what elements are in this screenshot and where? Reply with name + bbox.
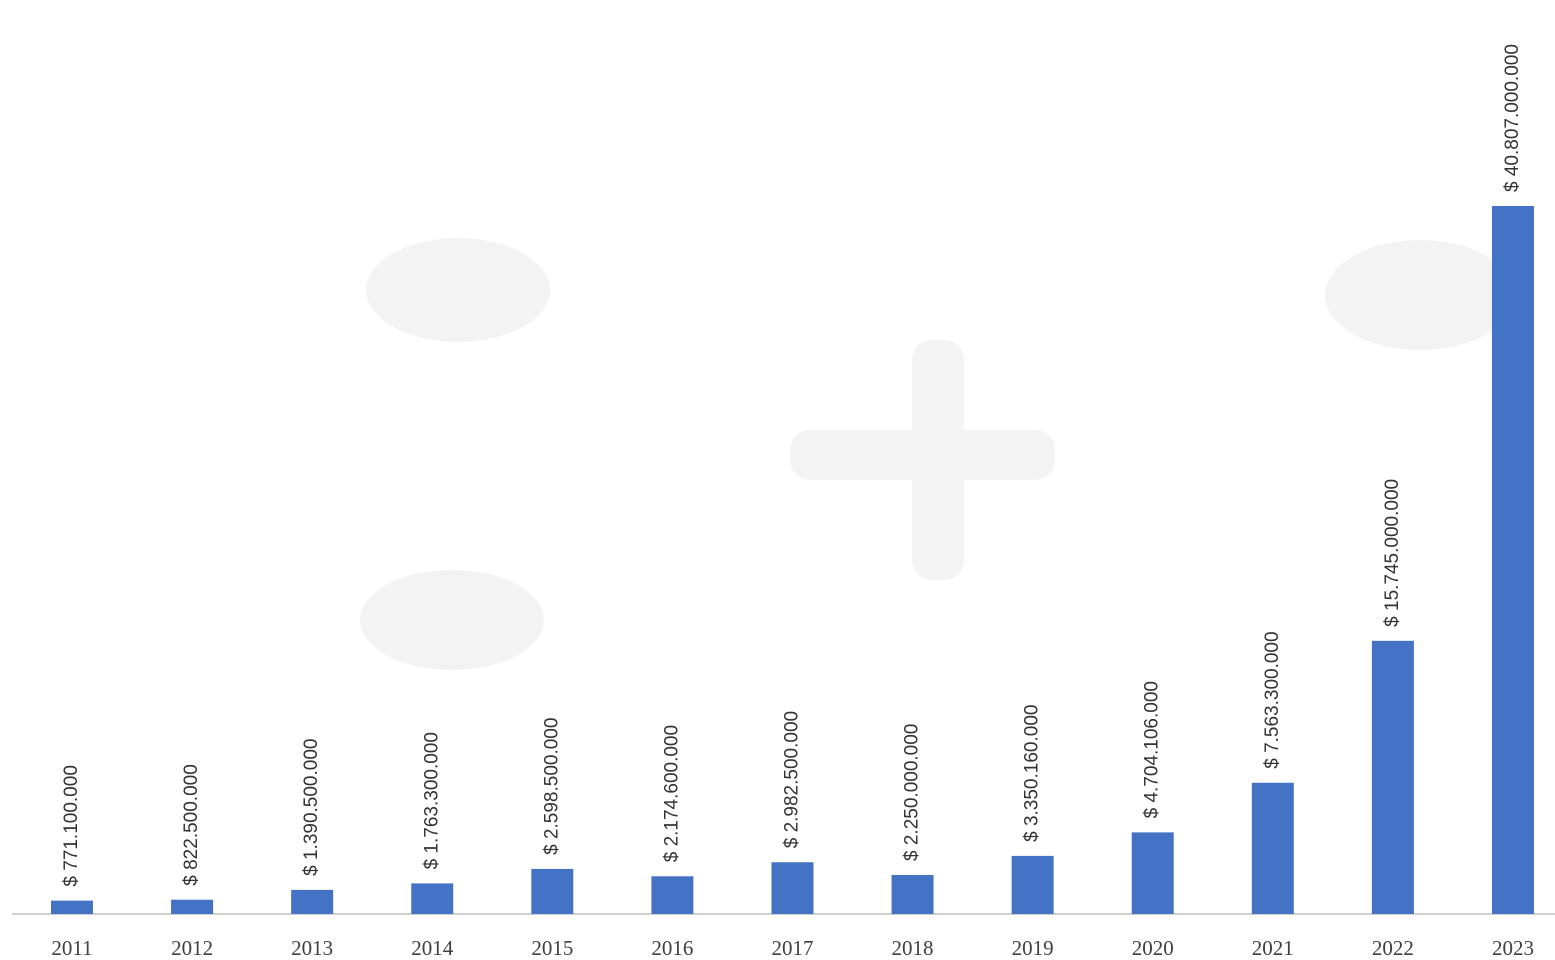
value-label: $ 2.598.500.000 xyxy=(541,718,562,855)
value-label: $ 771.100.000 xyxy=(61,765,82,887)
value-label: $ 2.250.000.000 xyxy=(902,724,923,861)
x-tick-label: 2021 xyxy=(1252,936,1294,960)
bar xyxy=(531,868,574,914)
bar xyxy=(1131,832,1174,914)
bar xyxy=(771,862,814,914)
watermark-shape xyxy=(1325,240,1515,350)
watermark-shape xyxy=(912,340,964,580)
x-tick-label: 2011 xyxy=(51,936,92,960)
value-label: $ 15.745.000.000 xyxy=(1382,479,1403,627)
x-tick-label: 2019 xyxy=(1012,936,1054,960)
bar xyxy=(171,899,214,914)
x-tick-label: 2023 xyxy=(1492,936,1534,960)
x-tick-label: 2022 xyxy=(1372,936,1414,960)
value-label: $ 2.982.500.000 xyxy=(781,711,802,848)
bar xyxy=(891,874,934,914)
value-label: $ 40.807.000.000 xyxy=(1502,44,1523,192)
bar xyxy=(1371,640,1414,914)
bar xyxy=(651,876,694,914)
value-label: $ 822.500.000 xyxy=(181,764,202,886)
x-tick-label: 2013 xyxy=(291,936,333,960)
watermark xyxy=(360,238,1515,670)
bar xyxy=(411,883,454,914)
bar xyxy=(291,889,334,914)
watermark-shape xyxy=(366,238,550,342)
x-tick-label: 2017 xyxy=(771,936,813,960)
value-label: $ 3.350.160.000 xyxy=(1022,705,1043,842)
bar xyxy=(51,900,93,914)
x-tick-label: 2020 xyxy=(1132,936,1174,960)
watermark-shape xyxy=(360,570,544,670)
value-label: $ 7.563.300.000 xyxy=(1262,631,1283,768)
value-label: $ 4.704.106.000 xyxy=(1142,681,1163,818)
bar xyxy=(1251,782,1294,914)
x-tick-label: 2018 xyxy=(892,936,934,960)
value-label: $ 1.390.500.000 xyxy=(301,739,322,876)
bar xyxy=(1491,206,1534,914)
value-label: $ 1.763.300.000 xyxy=(421,732,442,869)
x-tick-label: 2012 xyxy=(171,936,213,960)
x-tick-label: 2015 xyxy=(531,936,573,960)
value-label: $ 2.174.600.000 xyxy=(661,725,682,862)
x-tick-label: 2016 xyxy=(651,936,693,960)
bar xyxy=(1011,855,1054,914)
x-tick-label: 2014 xyxy=(411,936,454,960)
